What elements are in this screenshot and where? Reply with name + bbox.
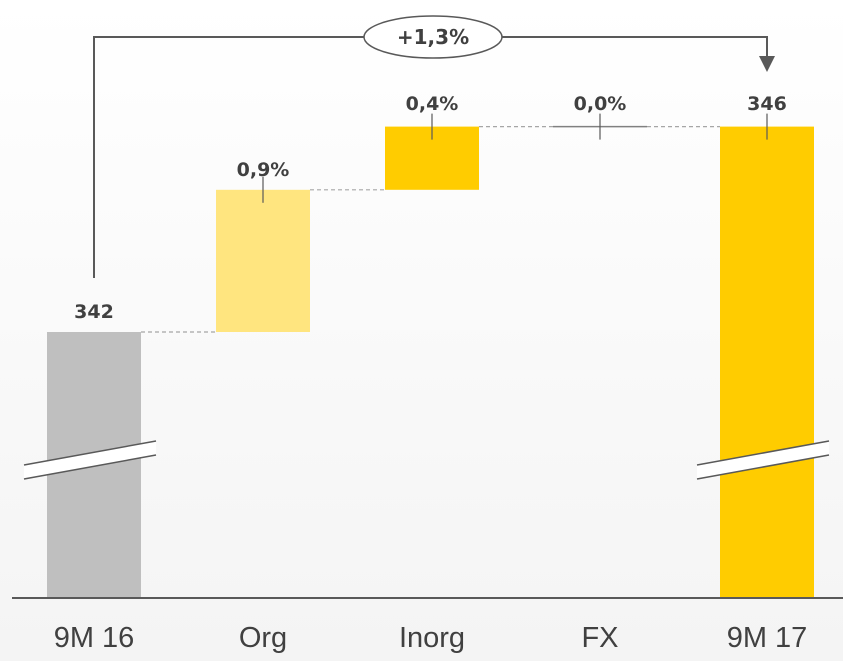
data-labels: 342 0,9% 0,4% 0,0% 346 [74, 93, 787, 323]
total-change-label: +1,3% [397, 25, 469, 49]
arrowhead-icon [759, 56, 775, 72]
bars [47, 125, 814, 598]
category-label-9m17: 9M 17 [727, 622, 808, 654]
axis-break-line [696, 454, 830, 480]
total-change-ellipse [363, 15, 503, 59]
axis-break-line [23, 454, 157, 480]
axis-break-gap [24, 441, 156, 479]
data-label-end: 346 [747, 93, 787, 115]
data-label-start: 342 [74, 301, 114, 323]
bar-org [216, 189, 310, 332]
data-label-org: 0,9% [237, 159, 290, 181]
connector-lines [141, 125, 720, 333]
category-label-9m16: 9M 16 [54, 622, 135, 654]
category-label-inorg: Inorg [399, 622, 465, 654]
axis-break-line [696, 440, 830, 466]
axis-break-line [23, 440, 157, 466]
total-change-badge: +1,3% [363, 15, 503, 59]
value-ticks [262, 113, 768, 203]
category-label-org: Org [239, 622, 287, 654]
bar-9m17 [720, 126, 814, 598]
data-label-inorg: 0,4% [406, 93, 459, 115]
axis-break-9m16 [23, 440, 157, 480]
category-label-fx: FX [581, 622, 618, 654]
category-axis-labels: 9M 16 Org Inorg FX 9M 17 [54, 622, 808, 654]
axis-break-9m17 [696, 440, 830, 480]
axis-break-marks [23, 440, 830, 480]
axis-break-gap [697, 441, 829, 479]
data-label-fx: 0,0% [574, 93, 627, 115]
